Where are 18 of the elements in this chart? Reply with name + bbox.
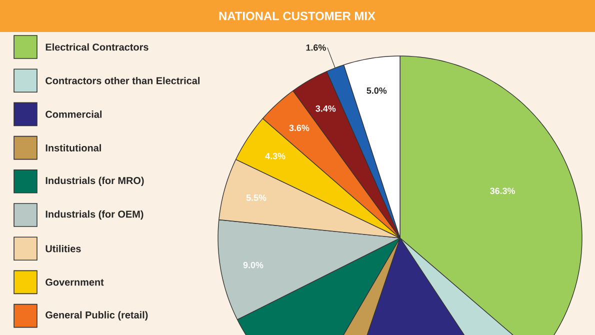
data-label: 3.4% [316,105,336,112]
data-label: 36.3% [490,188,516,194]
legend-label: Contractors other than Electrical [46,76,200,84]
data-label: 3.6% [289,124,310,132]
data-label: 4.3% [265,152,286,160]
data-label: 5.0% [366,87,387,94]
legend-label: Institutional [46,144,101,152]
data-label: 5.5% [246,194,266,201]
chart-title: NATIONAL CUSTOMER MIX [219,12,376,20]
legend-label: Industrials (for MRO) [46,176,144,186]
legend-label: Electrical Contractors [46,43,148,51]
legend-label: Industrials (for OEM) [46,210,144,220]
legend-label: General Public (retail) [46,311,148,320]
legend-label: Government [46,278,104,286]
data-label: 9.0% [243,262,264,268]
legend-label: Utilities [46,244,81,252]
legend-label: Commercial [46,110,102,118]
data-label: 1.6% [306,44,326,51]
